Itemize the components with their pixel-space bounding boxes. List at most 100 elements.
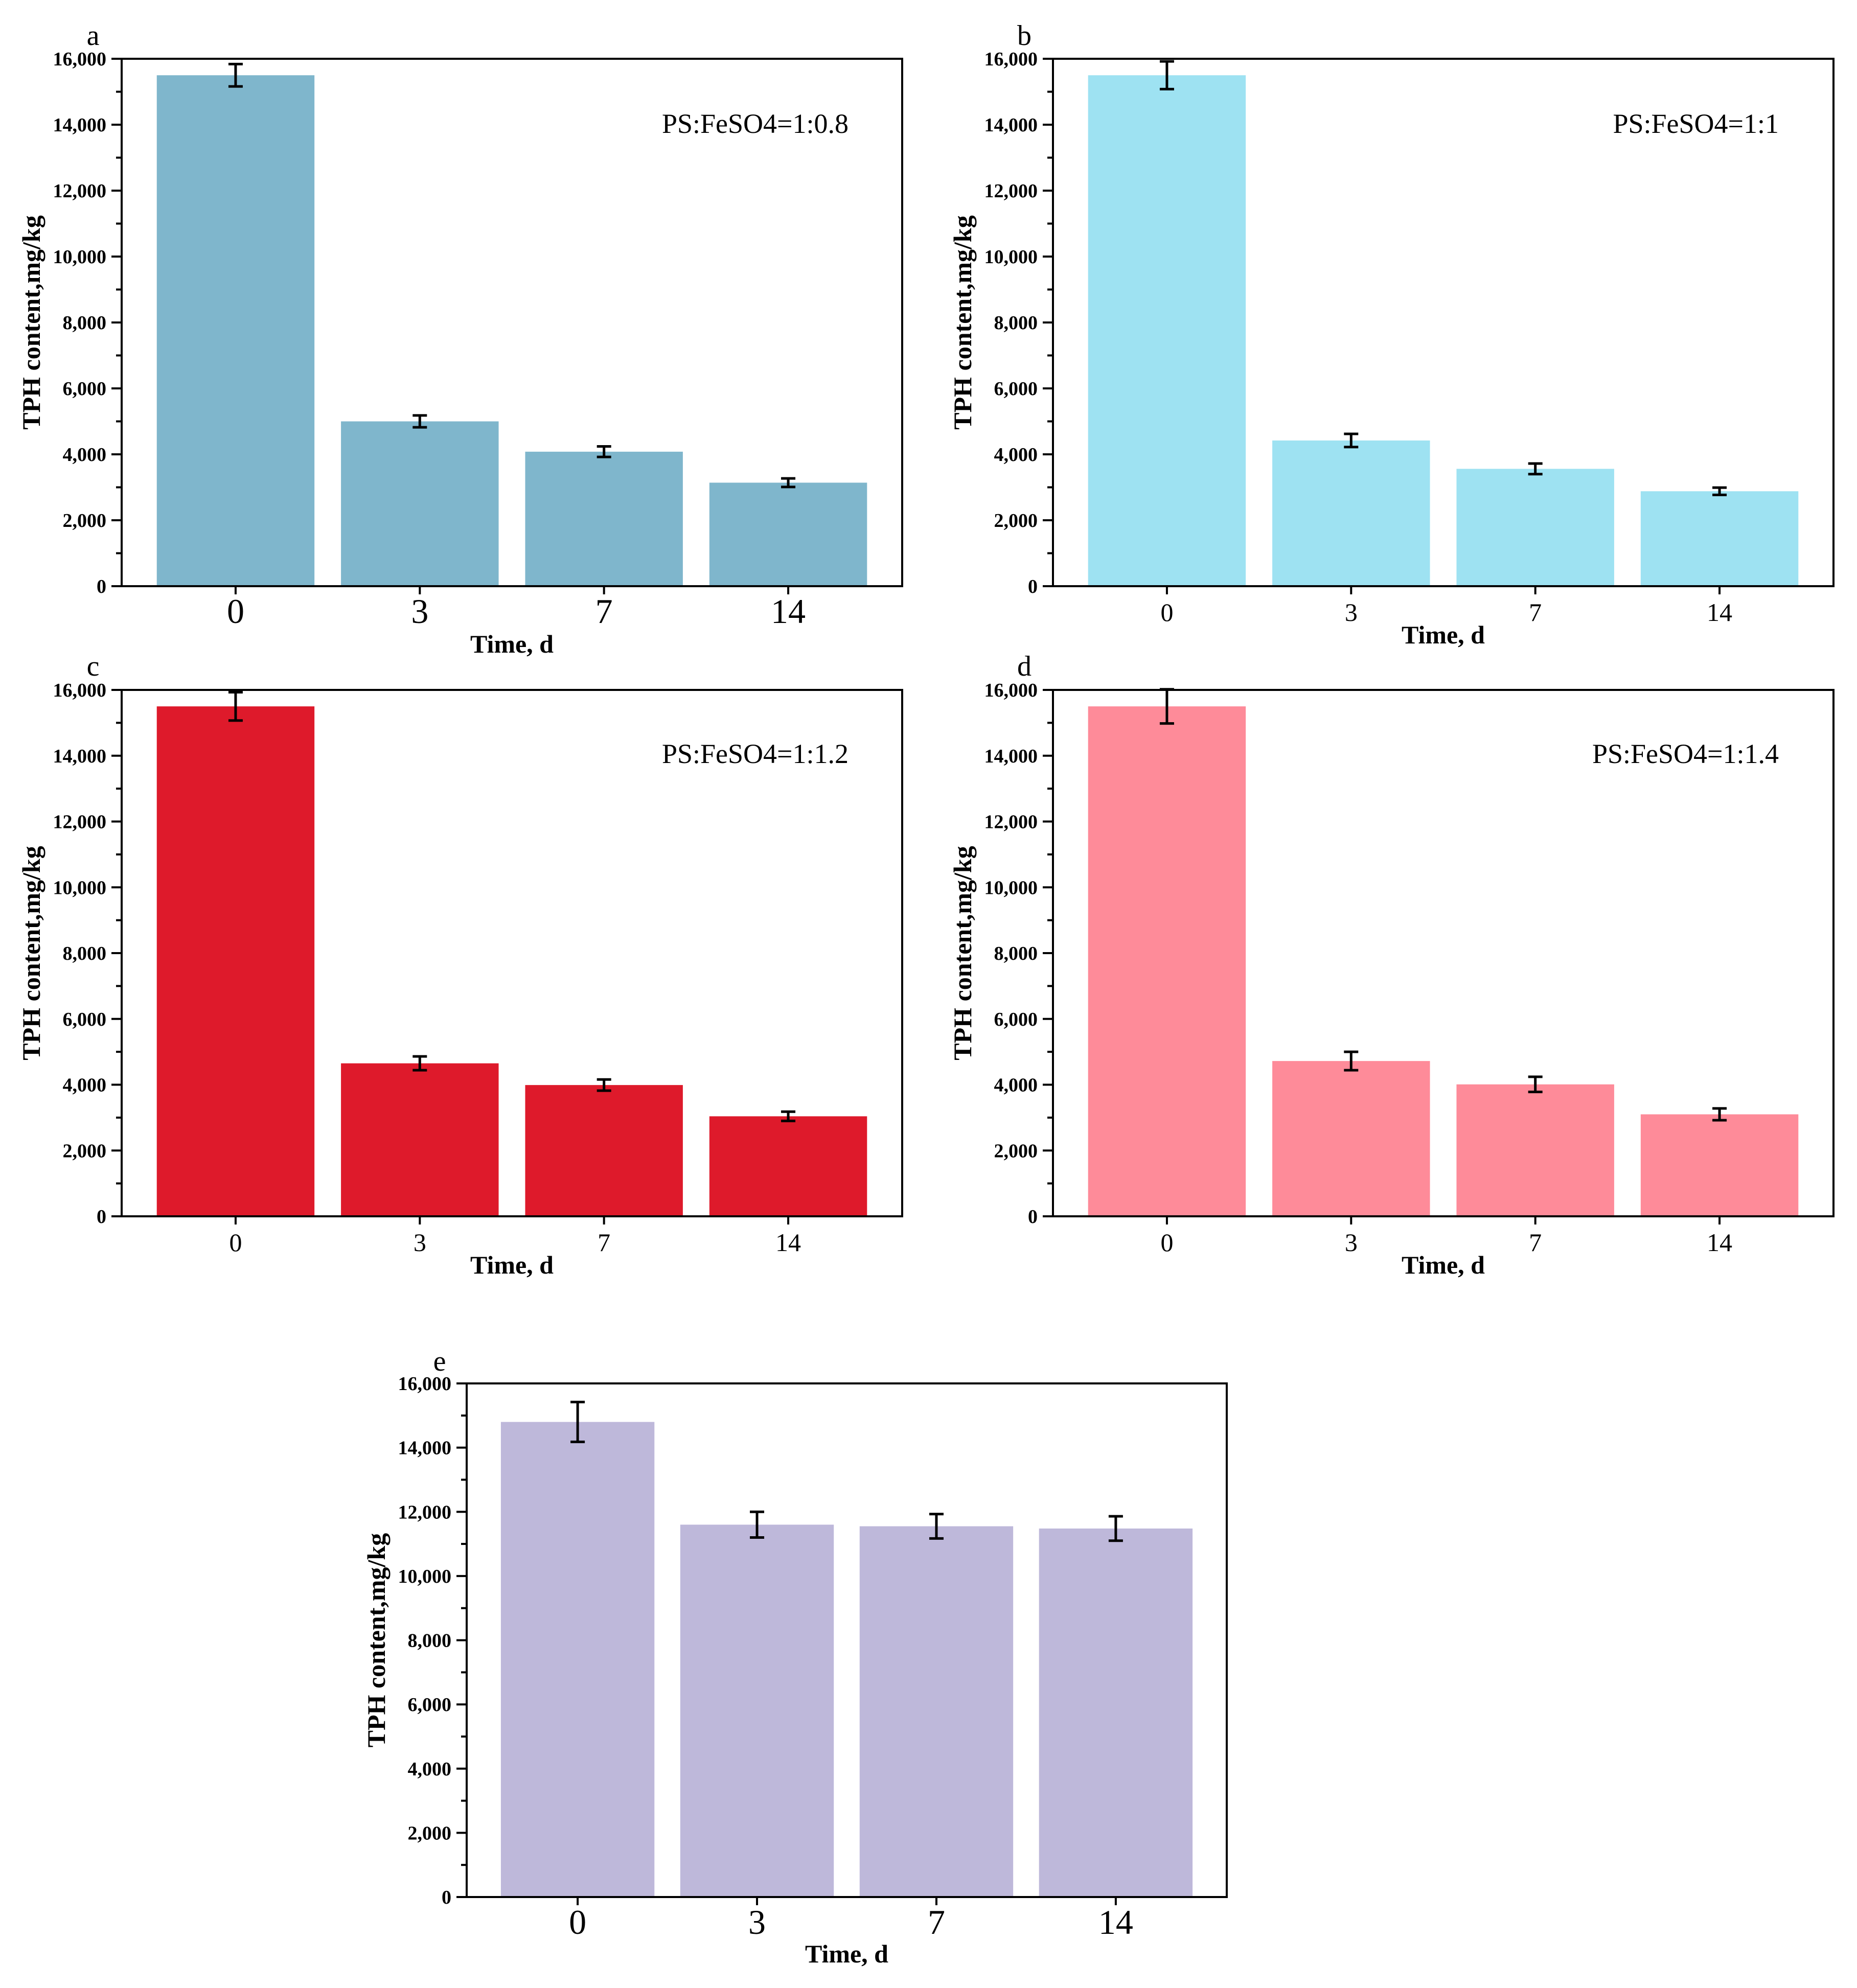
x-tick-label: 3	[1345, 1228, 1358, 1257]
y-tick-label: 10,000	[53, 877, 107, 898]
x-tick-label: 0	[569, 1903, 586, 1941]
y-tick-label: 0	[1028, 1206, 1038, 1228]
plot-frame	[121, 689, 903, 1217]
ratio-annotation: PS:FeSO4=1:1.4	[1592, 738, 1779, 769]
x-axis-title: Time, d	[1402, 1251, 1485, 1279]
x-tick-label: 3	[411, 592, 428, 631]
bar	[525, 451, 683, 586]
y-tick-label: 8,000	[63, 943, 107, 964]
bar	[1272, 440, 1430, 586]
bar	[1088, 75, 1246, 586]
y-tick-label: 10,000	[53, 246, 107, 268]
x-tick-label: 0	[1160, 598, 1173, 627]
panel-letter: c	[87, 651, 100, 682]
y-tick-label: 6,000	[63, 378, 107, 400]
x-tick-label: 14	[1707, 1228, 1732, 1257]
ratio-annotation: PS:FeSO4=1:1.2	[662, 738, 849, 769]
chart-panel-e: e 0 3 7 14 0 2,000 4,000 6,000 8,000 10,000 12,000 1…	[362, 1346, 1228, 1968]
x-tick-label: 7	[1529, 598, 1542, 627]
y-tick-label: 2,000	[408, 1822, 452, 1844]
x-axis-title: Time, d	[470, 1251, 554, 1279]
x-axis-title: Time, d	[470, 630, 554, 658]
x-axis-title: Time, d	[805, 1939, 888, 1968]
y-tick-label: 0	[1028, 576, 1038, 597]
y-tick-label: 2,000	[994, 510, 1038, 531]
chart-panel-d: d 0 3 7 14 0 2,000 4,000 6,000 8,000 10,000 12,000 1…	[948, 651, 1835, 1279]
y-tick-label: 8,000	[994, 943, 1038, 964]
y-axis-title: TPH content,mg/kg	[948, 846, 977, 1060]
bar	[156, 706, 315, 1216]
y-tick-label: 4,000	[994, 444, 1038, 466]
y-tick-label: 14,000	[398, 1438, 452, 1459]
ratio-annotation: PS:FeSO4=1:0.8	[662, 108, 849, 139]
x-tick-label: 3	[748, 1903, 766, 1941]
bar	[1640, 1114, 1799, 1216]
y-tick-label: 12,000	[53, 812, 107, 833]
y-tick-label: 0	[97, 576, 106, 597]
plot-frame	[121, 58, 903, 587]
y-tick-label: 6,000	[63, 1009, 107, 1030]
x-tick-label: 3	[414, 1228, 426, 1257]
y-tick-label: 10,000	[398, 1566, 452, 1587]
x-tick-label: 7	[598, 1228, 610, 1257]
y-tick-label: 16,000	[984, 680, 1038, 701]
y-tick-label: 10,000	[984, 246, 1038, 268]
y-tick-label: 16,000	[398, 1373, 452, 1395]
y-axis-title: TPH content,mg/kg	[362, 1533, 391, 1747]
bar	[1088, 706, 1246, 1216]
x-axis-title: Time, d	[1402, 620, 1485, 649]
panel-letter: a	[87, 20, 100, 52]
chart-panel-b: b 0 3 7 14 0 2,000 4,000 6,000 8,000 10,000 12,000 1…	[948, 20, 1835, 649]
y-tick-label: 12,000	[53, 180, 107, 202]
y-tick-label: 4,000	[63, 1075, 107, 1096]
y-tick-label: 6,000	[994, 378, 1038, 400]
bar	[341, 421, 499, 586]
y-tick-label: 14,000	[984, 746, 1038, 767]
y-tick-label: 14,000	[53, 746, 107, 767]
y-tick-label: 12,000	[984, 812, 1038, 833]
bar	[156, 75, 315, 586]
y-tick-label: 14,000	[984, 114, 1038, 136]
y-axis-title: TPH content,mg/kg	[948, 215, 977, 429]
y-tick-label: 8,000	[994, 312, 1038, 334]
y-tick-label: 4,000	[63, 444, 107, 466]
y-tick-label: 6,000	[994, 1009, 1038, 1030]
bar	[709, 482, 867, 586]
y-tick-label: 2,000	[63, 510, 107, 531]
bar	[1039, 1528, 1193, 1897]
y-tick-label: 14,000	[53, 114, 107, 136]
x-tick-label: 7	[1529, 1228, 1542, 1257]
bar	[500, 1422, 655, 1897]
ratio-annotation: PS:FeSO4=1:1	[1613, 108, 1779, 139]
panel-letter: b	[1017, 20, 1031, 52]
chart-panel-a: a 0 3 7 14 0 2,000 4,000 6,000 8,000 10,000 12,000 1…	[17, 20, 903, 658]
plot-frame	[1052, 689, 1835, 1217]
y-tick-label: 12,000	[984, 180, 1038, 202]
plot-frame	[466, 1382, 1228, 1898]
y-tick-label: 2,000	[994, 1140, 1038, 1162]
chart-panel-c: c 0 3 7 14 0 2,000 4,000 6,000 8,000 10,000 12,000 1…	[17, 651, 903, 1279]
x-tick-label: 7	[928, 1903, 945, 1941]
bar	[341, 1063, 499, 1216]
y-tick-label: 4,000	[994, 1075, 1038, 1096]
y-tick-label: 16,000	[53, 49, 107, 70]
x-tick-label: 0	[229, 1228, 242, 1257]
y-tick-label: 16,000	[53, 680, 107, 701]
y-tick-label: 0	[442, 1887, 451, 1908]
y-tick-label: 12,000	[398, 1501, 452, 1523]
y-axis-title: TPH content,mg/kg	[17, 846, 45, 1060]
x-tick-label: 14	[1098, 1903, 1133, 1941]
plot-frame	[1052, 58, 1835, 587]
bar	[1272, 1061, 1430, 1216]
bar	[1456, 1084, 1614, 1216]
x-tick-label: 0	[1160, 1228, 1173, 1257]
y-tick-label: 16,000	[984, 49, 1038, 70]
x-tick-label: 7	[595, 592, 613, 631]
y-tick-label: 8,000	[408, 1630, 452, 1652]
x-tick-label: 14	[771, 592, 806, 631]
x-tick-label: 14	[1707, 598, 1732, 627]
y-tick-label: 0	[97, 1206, 106, 1228]
x-tick-label: 14	[775, 1228, 801, 1257]
bar	[680, 1524, 834, 1897]
